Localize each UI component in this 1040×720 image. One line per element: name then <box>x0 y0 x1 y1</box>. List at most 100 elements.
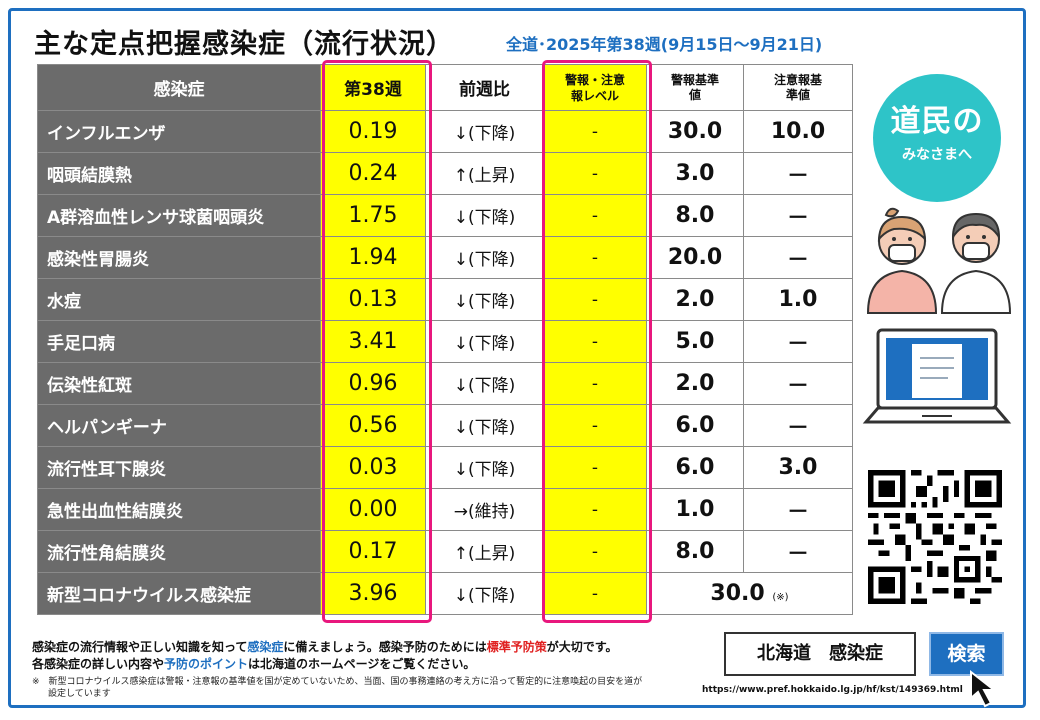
footer-highlight-prevention-points: 予防のポイント <box>164 657 249 671</box>
footnote-line-1: ※ 新型コロナウイルス感染症は警報・注意報の基準値を国が定めていないため、当面、… <box>32 677 643 687</box>
table-row: 水痘 0.13 ↓(下降) - 2.0 1.0 <box>37 278 853 321</box>
caution-value: － <box>743 152 853 195</box>
col-ratio: 前週比 <box>425 64 544 111</box>
col-week: 第38週 <box>320 64 426 111</box>
ratio-value: ↓(下降) <box>425 404 544 447</box>
alert-value: 1.0 <box>646 488 744 531</box>
infection-table: 感染症 第38週 前週比 警報・注意報レベル 警報基準値 注意報基準値 インフル… <box>37 64 853 615</box>
residents-badge: 道民の みなさまへ <box>873 74 1001 202</box>
level-value: - <box>543 446 647 489</box>
caution-value: － <box>743 404 853 447</box>
badge-sub-text: みなさまへ <box>902 147 972 163</box>
disease-name: 新型コロナウイルス感染症 <box>37 572 321 615</box>
qr-code-icon <box>868 470 1002 604</box>
alert-value: 6.0 <box>646 446 744 489</box>
table-row: 咽頭結膜熱 0.24 ↑(上昇) - 3.0 － <box>37 152 853 195</box>
laptop-icon <box>862 328 1012 424</box>
week-value: 1.94 <box>320 236 426 279</box>
alert-value: 6.0 <box>646 404 744 447</box>
disease-name: 流行性角結膜炎 <box>37 530 321 573</box>
footer-line-1: 感染症の流行情報や正しい知識を知って感染症に備えましょう。感染予防のためには標準… <box>32 639 722 656</box>
search-keyword-box[interactable]: 北海道 感染症 <box>724 632 916 676</box>
week-value: 0.03 <box>320 446 426 489</box>
table-row: 流行性耳下腺炎 0.03 ↓(下降) - 6.0 3.0 <box>37 446 853 489</box>
footnote-line-2: 設定しています <box>48 689 111 699</box>
level-value: - <box>543 572 647 615</box>
alert-value: 3.0 <box>646 152 744 195</box>
table-row: A群溶血性レンサ球菌咽頭炎 1.75 ↓(下降) - 8.0 － <box>37 194 853 237</box>
disease-name: 水痘 <box>37 278 321 321</box>
covid-standard: 30.0 <box>710 581 765 606</box>
table-row: 急性出血性結膜炎 0.00 →(維持) - 1.0 － <box>37 488 853 531</box>
level-value: - <box>543 194 647 237</box>
level-value: - <box>543 152 647 195</box>
week-value: 0.00 <box>320 488 426 531</box>
cursor-arrow-icon <box>970 669 997 708</box>
disease-name: インフルエンザ <box>37 110 321 153</box>
ratio-value: ↑(上昇) <box>425 152 544 195</box>
footer-text: は北海道のホームページをご覧ください。 <box>248 657 476 671</box>
footer-text: が大切です。 <box>546 640 618 654</box>
col-alert: 警報基準値 <box>646 64 744 111</box>
alert-value: 5.0 <box>646 320 744 363</box>
level-value: - <box>543 488 647 531</box>
footer-highlight-infection: 感染症 <box>247 640 284 654</box>
table-row: 流行性角結膜炎 0.17 ↑(上昇) - 8.0 － <box>37 530 853 573</box>
disease-name: 咽頭結膜熱 <box>37 152 321 195</box>
ratio-value: ↓(下降) <box>425 320 544 363</box>
page-title: 主な定点把握感染症（流行状況） <box>34 29 454 60</box>
page-subtitle: 全道･2025年第38週(9月15日～9月21日) <box>506 35 823 54</box>
table-row: 感染性胃腸炎 1.94 ↓(下降) - 20.0 － <box>37 236 853 279</box>
caution-value: － <box>743 236 853 279</box>
badge-main-text: 道民の <box>890 104 984 139</box>
footer-line-2: 各感染症の詳しい内容や予防のポイントは北海道のホームページをご覧ください。 <box>32 656 722 673</box>
homepage-url[interactable]: https://www.pref.hokkaido.lg.jp/hf/kst/1… <box>702 685 963 695</box>
caution-value: － <box>743 362 853 405</box>
level-value: - <box>543 278 647 321</box>
col-alert-label: 警報基準値 <box>670 72 719 102</box>
table-row-covid: 新型コロナウイルス感染症 3.96 ↓(下降) - 30.0 (※) <box>37 572 853 615</box>
caution-value: － <box>743 488 853 531</box>
caution-value: 3.0 <box>743 446 853 489</box>
table-row: 伝染性紅斑 0.96 ↓(下降) - 2.0 － <box>37 362 853 405</box>
alert-value: 20.0 <box>646 236 744 279</box>
level-value: - <box>543 530 647 573</box>
level-value: - <box>543 320 647 363</box>
disease-name: A群溶血性レンサ球菌咽頭炎 <box>37 194 321 237</box>
ratio-value: ↓(下降) <box>425 236 544 279</box>
level-value: - <box>543 404 647 447</box>
alert-value: 8.0 <box>646 194 744 237</box>
footnote: ※ 新型コロナウイルス感染症は警報・注意報の基準値を国が定めていないため、当面、… <box>32 676 722 700</box>
level-value: - <box>543 236 647 279</box>
col-level-label: 警報・注意報レベル <box>564 72 625 103</box>
week-value: 3.96 <box>320 572 426 615</box>
table-header-row: 感染症 第38週 前週比 警報・注意報レベル 警報基準値 注意報基準値 <box>37 64 853 111</box>
ratio-value: ↓(下降) <box>425 446 544 489</box>
week-value: 0.19 <box>320 110 426 153</box>
week-value: 0.13 <box>320 278 426 321</box>
alert-value: 8.0 <box>646 530 744 573</box>
col-disease: 感染症 <box>37 64 321 111</box>
table-row: ヘルパンギーナ 0.56 ↓(下降) - 6.0 － <box>37 404 853 447</box>
note-mark: (※) <box>772 592 789 603</box>
footer-message: 感染症の流行情報や正しい知識を知って感染症に備えましょう。感染予防のためには標準… <box>32 639 722 673</box>
search-button[interactable]: 検索 <box>929 632 1004 676</box>
ratio-value: ↓(下降) <box>425 362 544 405</box>
week-value: 0.56 <box>320 404 426 447</box>
week-value: 0.24 <box>320 152 426 195</box>
footer-text: 感染症の流行情報や正しい知識を知って <box>32 640 248 654</box>
level-value: - <box>543 110 647 153</box>
col-level: 警報・注意報レベル <box>543 64 647 111</box>
ratio-value: ↑(上昇) <box>425 530 544 573</box>
footer-text: に備えましょう。感染予防のためには <box>283 640 487 654</box>
week-value: 3.41 <box>320 320 426 363</box>
alert-value: 2.0 <box>646 278 744 321</box>
col-caution-label: 注意報基準値 <box>773 72 822 102</box>
caution-value: － <box>743 194 853 237</box>
disease-name: 伝染性紅斑 <box>37 362 321 405</box>
week-value: 0.17 <box>320 530 426 573</box>
disease-name: 急性出血性結膜炎 <box>37 488 321 531</box>
footer-highlight-standard-prevention: 標準予防策 <box>486 640 547 654</box>
col-caution: 注意報基準値 <box>743 64 853 111</box>
people-with-masks-icon <box>866 207 1012 314</box>
